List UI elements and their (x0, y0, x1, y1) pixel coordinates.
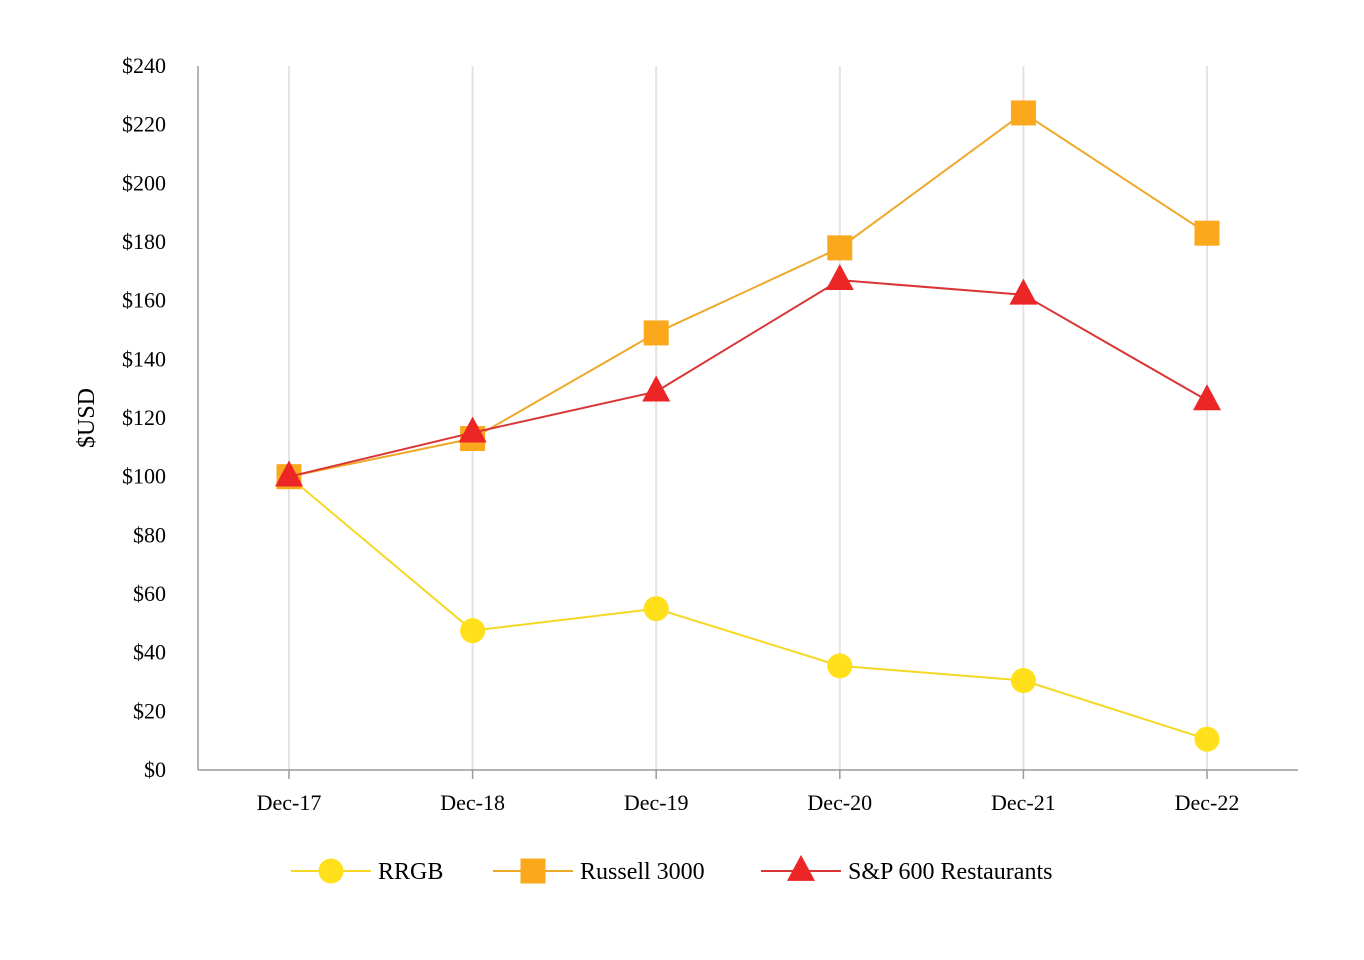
x-tick-label: Dec-22 (1175, 790, 1240, 815)
x-tick-labels: Dec-17 Dec-18 Dec-19 Dec-20 Dec-21 Dec-22 (257, 790, 1240, 815)
y-tick-labels: $0 $20 $40 $60 $80 $100 $120 $140 $160 $180 $200 $2… (122, 53, 166, 782)
data-point-rrgb (827, 653, 853, 679)
y-tick-label: $60 (133, 581, 166, 606)
y-tick-label: $80 (133, 522, 166, 547)
data-point-s-p-600-restaurants (458, 416, 487, 443)
x-tick-label: Dec-21 (991, 790, 1056, 815)
y-tick-label: $40 (133, 640, 166, 665)
y-tick-label: $140 (122, 346, 166, 371)
legend-label: Russell 3000 (580, 859, 705, 885)
y-tick-label: $120 (122, 405, 166, 430)
x-tick-label: Dec-20 (807, 790, 872, 815)
legend-item-rrgb: RRGB (291, 858, 443, 885)
data-point-rrgb (643, 596, 669, 622)
y-tick-label: $180 (122, 229, 166, 254)
series-rrgb (276, 464, 1220, 752)
legend-label: RRGB (378, 859, 443, 885)
legend-item-russell-3000: Russell 3000 (493, 858, 705, 885)
series-russell-3000 (276, 100, 1220, 490)
data-point-s-p-600-restaurants (825, 264, 854, 291)
series-s-p-600-restaurants (275, 264, 1221, 487)
data-point-russell-3000 (827, 235, 853, 261)
legend-item-s-p-600-restaurants: S&P 600 Restaurants (761, 854, 1052, 885)
y-tick-label: $200 (122, 170, 166, 195)
y-tick-label: $0 (144, 757, 166, 782)
series-group (275, 100, 1221, 752)
y-tick-label: $220 (122, 112, 166, 137)
legend-marker-triangle (787, 854, 815, 881)
data-point-rrgb (1194, 726, 1220, 752)
x-tick-label: Dec-17 (257, 790, 322, 815)
axes (197, 66, 1298, 779)
data-point-rrgb (1010, 668, 1036, 694)
data-point-s-p-600-restaurants (275, 460, 303, 487)
legend-marker-circle (318, 858, 344, 884)
x-tick-label: Dec-19 (624, 790, 689, 815)
series-line-russell-3000 (288, 111, 1208, 478)
y-tick-label: $20 (133, 698, 166, 723)
gridlines (288, 66, 1208, 770)
series-line-s-p-600-restaurants (288, 279, 1208, 478)
legend: RRGB Russell 3000 S&P 600 Restaurants (291, 854, 1052, 885)
data-point-s-p-600-restaurants (1193, 384, 1221, 411)
legend-marker-square (520, 858, 546, 884)
data-point-rrgb (460, 618, 486, 644)
data-point-russell-3000 (643, 320, 669, 346)
x-tick-label: Dec-18 (440, 790, 505, 815)
legend-label: S&P 600 Restaurants (848, 859, 1052, 885)
data-point-russell-3000 (1194, 220, 1220, 246)
data-point-s-p-600-restaurants (1009, 278, 1038, 305)
series-line-rrgb (288, 475, 1208, 741)
data-point-s-p-600-restaurants (642, 375, 671, 402)
y-tick-label: $160 (122, 288, 166, 313)
y-tick-label: $240 (122, 53, 166, 78)
y-tick-label: $100 (122, 464, 166, 489)
data-point-russell-3000 (1010, 100, 1036, 126)
y-axis-title: $USD (74, 388, 100, 448)
